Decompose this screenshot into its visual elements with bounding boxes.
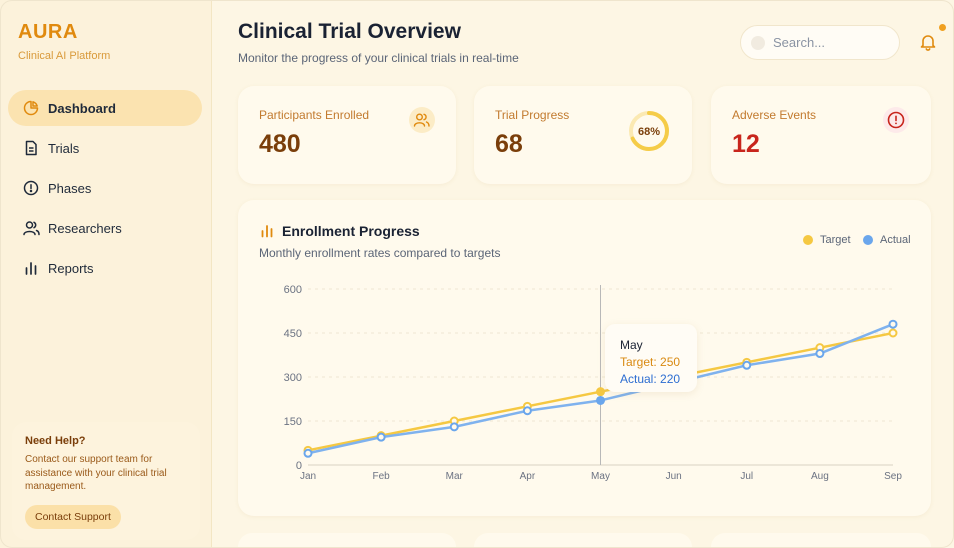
sidebar-item-label: Reports	[48, 260, 94, 276]
sidebar-item-label: Dashboard	[48, 100, 116, 116]
stat-value: 480	[259, 130, 301, 158]
legend-label: Actual	[880, 234, 911, 246]
search-box[interactable]	[740, 25, 900, 60]
search-input[interactable]	[773, 35, 893, 50]
bottom-card	[474, 533, 692, 548]
sidebar-item-label: Researchers	[48, 220, 122, 236]
data-point-target	[596, 387, 605, 397]
page-subtitle: Monitor the progress of your clinical tr…	[238, 51, 519, 65]
search-icon	[751, 35, 765, 50]
page-title: Clinical Trial Overview	[238, 20, 461, 43]
stat-value: 12	[732, 130, 760, 158]
y-tick-label: 300	[284, 372, 302, 384]
data-point-actual	[815, 349, 825, 359]
users-icon	[22, 219, 40, 237]
bottom-card	[238, 533, 456, 548]
bottom-card	[711, 533, 931, 548]
y-tick-label: 600	[284, 284, 302, 296]
x-tick-label: Jun	[666, 471, 682, 482]
stat-card-participants: Participants Enrolled 480	[238, 86, 456, 184]
help-text: Contact our support team for assistance …	[25, 454, 167, 492]
x-tick-label: Jan	[300, 471, 316, 482]
sidebar-item-label: Trials	[48, 140, 80, 156]
help-title: Need Help?	[25, 435, 86, 447]
sidebar-item-researchers[interactable]: Researchers	[8, 210, 202, 246]
legend-item-target[interactable]: Target	[803, 234, 851, 246]
bell-icon[interactable]	[918, 32, 938, 52]
tooltip-target: Target: 250	[620, 355, 681, 369]
users-icon	[408, 106, 436, 139]
contact-support-button[interactable]: Contact Support	[25, 504, 121, 529]
sidebar-item-phases[interactable]: Phases	[8, 170, 202, 206]
tooltip-month: May	[620, 338, 643, 352]
legend-label: Target	[820, 234, 851, 246]
x-tick-label: May	[591, 471, 610, 482]
pie-chart-icon	[22, 99, 40, 117]
bar-chart-icon	[260, 224, 274, 243]
chart-tooltip: May Target: 250 Actual: 220	[605, 324, 697, 392]
data-point-actual	[303, 448, 313, 458]
x-tick-label: Jul	[740, 471, 753, 482]
legend-swatch	[803, 235, 813, 245]
enrollment-chart-card: Enrollment Progress Monthly enrollment r…	[238, 200, 931, 516]
enrollment-line-chart[interactable]: 0 150 300 450 600 Jan Feb Mar Apr May Jun Jul Aug Sep	[238, 200, 931, 516]
data-point-actual	[596, 395, 605, 405]
data-point-actual	[376, 432, 386, 442]
chart-title: Enrollment Progress	[282, 223, 420, 239]
app-subtitle: Clinical AI Platform	[18, 50, 111, 62]
x-tick-label: Apr	[520, 471, 536, 482]
progress-ring: 68%	[627, 109, 671, 153]
chart-subtitle: Monthly enrollment rates compared to tar…	[259, 246, 501, 260]
stat-value: 68	[495, 130, 523, 158]
progress-ring-label: 68%	[638, 126, 660, 138]
stat-label: Trial Progress	[495, 108, 570, 122]
document-icon	[22, 139, 40, 157]
sidebar-item-label: Phases	[48, 180, 92, 196]
stat-label: Adverse Events	[732, 108, 817, 122]
stat-card-adverse-events: Adverse Events 12	[711, 86, 931, 184]
x-tick-label: Aug	[811, 471, 829, 482]
sidebar-item-trials[interactable]: Trials	[8, 130, 202, 166]
alert-circle-icon	[882, 106, 910, 139]
app-logo: AURA	[18, 21, 78, 43]
y-tick-label: 450	[284, 328, 302, 340]
bar-chart-icon	[22, 259, 40, 277]
data-point-target	[888, 328, 898, 338]
sidebar-item-reports[interactable]: Reports	[8, 250, 202, 286]
x-tick-label: Sep	[884, 471, 902, 482]
legend-item-actual[interactable]: Actual	[863, 234, 911, 246]
stat-card-trial-progress: Trial Progress 68 68%	[474, 86, 692, 184]
sidebar-item-dashboard[interactable]: Dashboard	[8, 90, 202, 126]
notification-badge	[939, 24, 946, 31]
data-point-actual	[449, 422, 459, 432]
alert-circle-icon	[22, 179, 40, 197]
y-tick-label: 150	[284, 416, 302, 428]
stat-label: Participants Enrolled	[259, 108, 370, 122]
sidebar: AURA Clinical AI Platform Dashboard Tria…	[0, 0, 212, 548]
data-point-actual	[888, 319, 898, 329]
x-tick-label: Mar	[446, 471, 464, 482]
legend-swatch	[863, 235, 873, 245]
help-panel: Need Help? Contact our support team for …	[12, 422, 200, 540]
sidebar-nav: Dashboard Trials Phases Researchers Repo…	[8, 90, 202, 290]
data-point-actual	[742, 360, 752, 370]
tooltip-actual: Actual: 220	[620, 372, 681, 386]
x-tick-label: Feb	[373, 471, 391, 482]
data-point-actual	[522, 406, 532, 416]
y-tick-label: 0	[296, 460, 302, 472]
